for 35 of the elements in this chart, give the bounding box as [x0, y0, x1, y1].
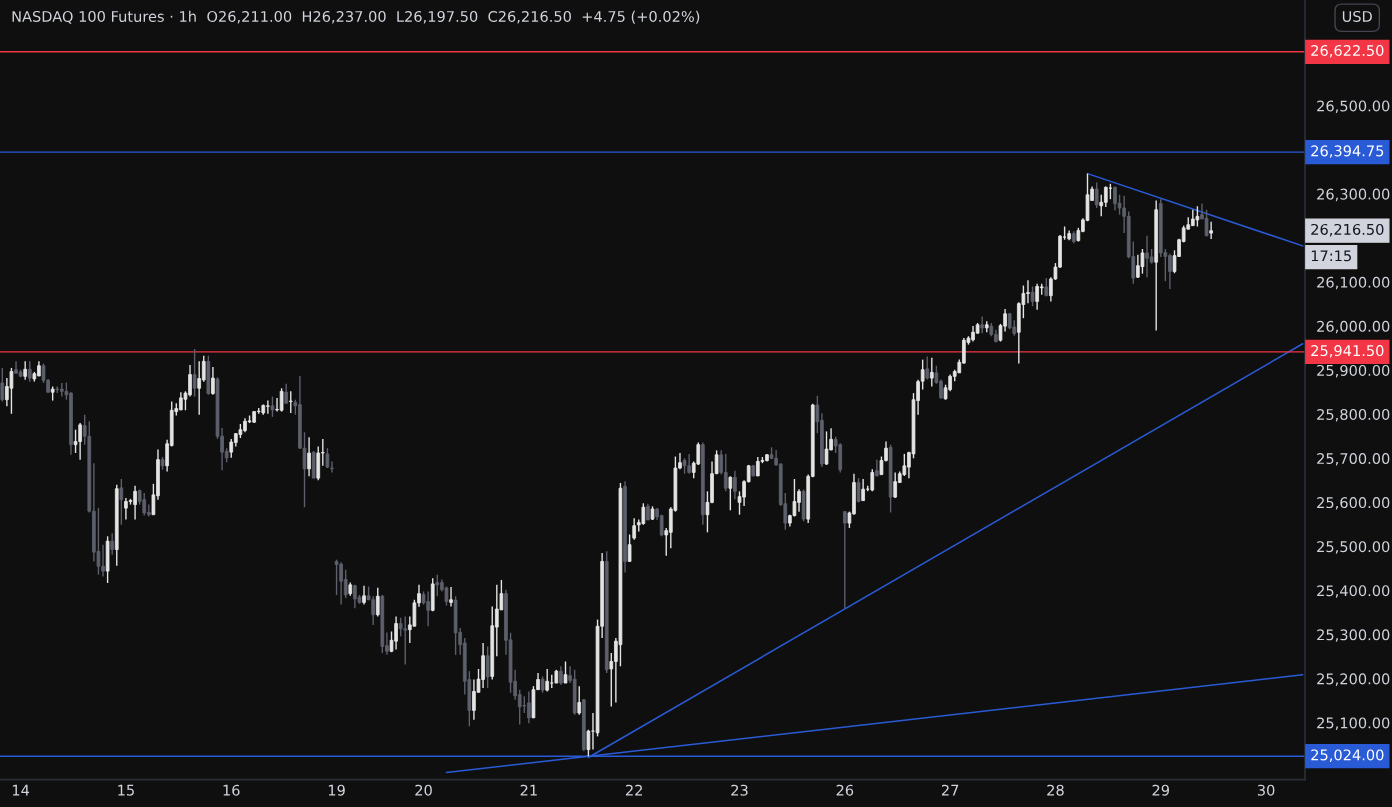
x-tick-label: 29: [1152, 784, 1170, 796]
y-tick-label: 26,000.00: [1317, 320, 1390, 334]
x-tick-label: 30: [1257, 784, 1275, 796]
y-tick-label: 25,500.00: [1317, 541, 1390, 554]
x-tick-label: 26: [836, 784, 854, 796]
y-tick-label: 25,800.00: [1317, 408, 1390, 422]
text: NASDAQ 100 Futures · 1h: [12, 10, 196, 24]
x-tick-label: 23: [731, 784, 748, 796]
ref-line-label: 26,622.50: [1311, 44, 1384, 58]
x-tick-label: 22: [625, 784, 642, 796]
x-tick-label: 14: [12, 784, 30, 796]
text: 17:15: [1311, 250, 1351, 262]
y-tick-label: 25,100.00: [1317, 717, 1390, 730]
x-tick-label: 15: [118, 784, 134, 796]
y-tick-label: 25,900.00: [1317, 364, 1390, 378]
text: 26,216.50: [1311, 223, 1384, 237]
y-tick-label: 26,100.00: [1317, 276, 1390, 290]
y-tick-label: 26,300.00: [1317, 188, 1390, 202]
y-tick-label: 25,400.00: [1317, 585, 1390, 598]
ref-line-label: 25,024.00: [1311, 749, 1384, 762]
y-tick-label: 25,700.00: [1317, 453, 1390, 466]
x-tick-label: 28: [1047, 784, 1064, 796]
ref-line-label: 25,941.50: [1311, 345, 1384, 358]
x-tick-label: 21: [520, 784, 537, 796]
annotation: O26,211.00 H26,237.00 L26,197.50 C26,216.50 +4.75 (+0.02%): [207, 10, 700, 24]
y-tick-label: 25,600.00: [1317, 497, 1390, 510]
x-tick-label: 20: [415, 784, 432, 796]
y-tick-label: 25,200.00: [1317, 673, 1390, 686]
x-tick-label: 27: [941, 784, 959, 796]
y-tick-label: 25,300.00: [1317, 629, 1390, 642]
ref-line-label: 26,394.75: [1311, 145, 1384, 158]
x-tick-label: 19: [328, 784, 345, 796]
x-tick-label: 16: [223, 784, 240, 796]
y-tick-label: 26,500.00: [1317, 100, 1390, 113]
text: USD: [1342, 10, 1372, 22]
